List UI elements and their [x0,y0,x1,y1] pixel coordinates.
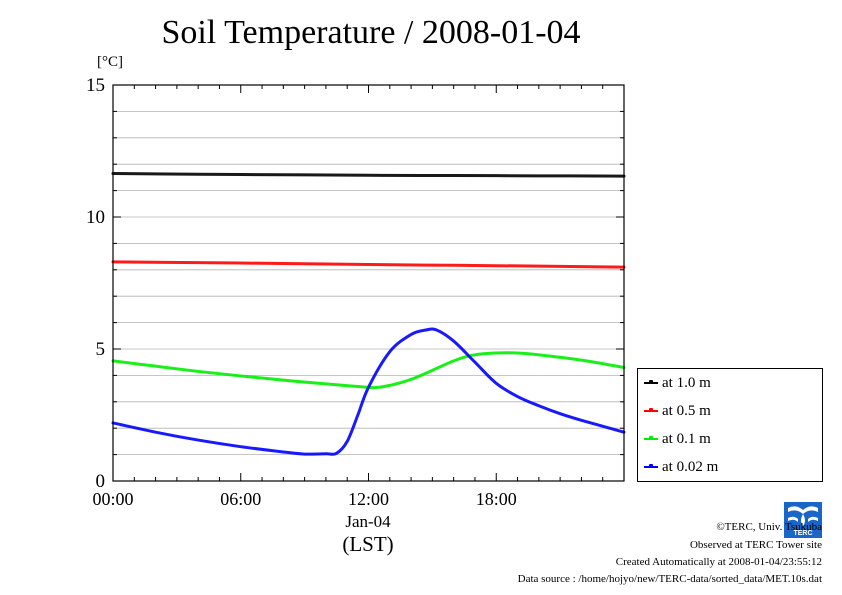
x-axis-label: (LST) [342,532,394,556]
x-tick-label-18: 18:00 [476,489,517,509]
y-tick-label-15: 15 [86,75,105,96]
legend-swatch-002m [644,464,658,468]
legend: at 1.0 m at 0.5 m at 0.1 m at 0.02 m [637,368,823,482]
legend-item-01m: at 0.1 m [644,429,711,449]
plot-frame [112,84,625,482]
y-tick-label-5: 5 [96,339,106,360]
legend-item-1m: at 1.0 m [644,373,711,393]
series-line-05m [111,260,626,269]
x-date-label: Jan-04 [345,512,391,531]
x-tick-label-12: 12:00 [348,489,389,509]
legend-label-002m: at 0.02 m [662,458,719,475]
legend-item-002m: at 0.02 m [644,457,718,477]
credit-created: Created Automatically at 2008-01-04/23:5… [615,556,822,568]
series-line-01m [111,351,626,390]
series-line-1m [111,171,626,178]
series-lines [111,171,626,456]
logo-text: TERC [793,530,812,537]
credit-source: Data source : /home/hojyo/new/TERC-data/… [517,573,822,585]
chart-title: Soil Temperature / 2008-01-04 [161,14,581,51]
x-tick-label-6: 06:00 [220,489,261,509]
legend-label-01m: at 0.1 m [662,430,711,447]
axis-ticks [112,84,625,482]
tick-labels: 0 5 10 15 00:00 06:00 12:00 18:00 [86,75,517,509]
terc-logo-icon: TERC [784,502,822,538]
legend-item-05m: at 0.5 m [644,401,711,421]
grid-lines [113,111,624,456]
legend-label-1m: at 1.0 m [662,374,711,391]
series-line-002m [111,327,626,456]
y-axis-unit: [°C] [97,54,123,70]
legend-swatch-05m [644,408,658,412]
legend-swatch-01m [644,436,658,440]
credit-copyright: ©TERC, Univ. Tsukuba [716,521,822,533]
legend-swatch-1m [644,380,658,384]
legend-label-05m: at 0.5 m [662,402,711,419]
y-tick-label-10: 10 [86,207,105,228]
y-tick-label-0: 0 [96,471,106,492]
credit-observed: Observed at TERC Tower site [689,539,822,551]
x-tick-label-0: 00:00 [92,489,133,509]
